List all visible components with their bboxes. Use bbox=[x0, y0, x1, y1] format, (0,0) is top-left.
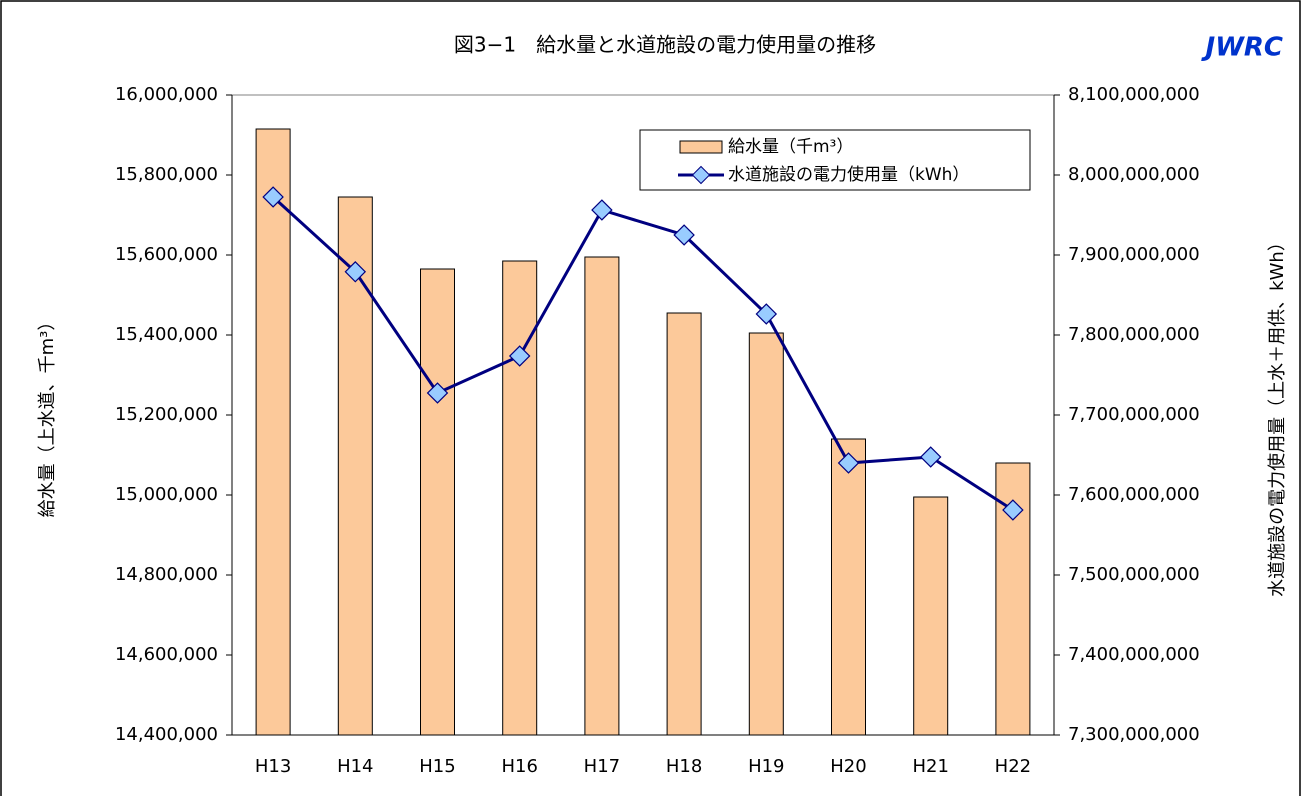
y-tick-label: 16,000,000 bbox=[115, 84, 218, 105]
bar bbox=[255, 128, 291, 736]
y-axis-label: 給水量（上水道、千m³） bbox=[37, 313, 58, 518]
x-tick-label: H20 bbox=[830, 756, 866, 777]
x-tick-label: H15 bbox=[419, 756, 455, 777]
y2-tick-label: 7,700,000,000 bbox=[1068, 404, 1200, 425]
x-tick-label: H13 bbox=[255, 756, 291, 777]
marker bbox=[919, 446, 942, 468]
marker bbox=[1002, 499, 1024, 521]
marker bbox=[837, 452, 860, 474]
bar bbox=[584, 256, 620, 736]
y2-tick-label: 7,500,000,000 bbox=[1068, 564, 1200, 585]
legend-marker bbox=[691, 165, 711, 185]
y2-tick-label: 7,900,000,000 bbox=[1068, 244, 1200, 265]
y-tick-label: 14,600,000 bbox=[115, 644, 218, 665]
x-tick-label: H18 bbox=[666, 756, 702, 777]
bar bbox=[913, 496, 949, 736]
y2-tick-label: 7,800,000,000 bbox=[1068, 324, 1200, 345]
y2-axis-label: 水道施設の電力使用量（上水＋用供、kWh） bbox=[1267, 233, 1288, 597]
x-tick-label: H16 bbox=[501, 756, 537, 777]
bar bbox=[502, 260, 538, 736]
y2-tick-label: 7,400,000,000 bbox=[1068, 644, 1200, 665]
bar bbox=[831, 438, 866, 736]
marker bbox=[344, 261, 367, 283]
y-tick-label: 14,800,000 bbox=[115, 564, 218, 585]
marker bbox=[673, 224, 695, 246]
marker bbox=[262, 186, 284, 208]
y-tick-label: 15,400,000 bbox=[115, 324, 218, 345]
y2-tick-label: 7,300,000,000 bbox=[1068, 724, 1200, 745]
y2-tick-label: 8,100,000,000 bbox=[1068, 84, 1200, 105]
marker bbox=[508, 345, 531, 367]
bar bbox=[420, 268, 455, 736]
x-tick-label: H21 bbox=[912, 756, 948, 777]
y-tick-label: 15,600,000 bbox=[115, 244, 218, 265]
x-tick-label: H14 bbox=[337, 756, 373, 777]
x-tick-label: H19 bbox=[748, 756, 784, 777]
line bbox=[272, 195, 1014, 512]
marker bbox=[591, 199, 613, 221]
y-tick-label: 15,000,000 bbox=[115, 484, 218, 505]
marker bbox=[426, 382, 449, 404]
bar bbox=[666, 312, 702, 736]
y2-tick-label: 8,000,000,000 bbox=[1068, 164, 1200, 185]
y-tick-label: 15,200,000 bbox=[115, 404, 218, 425]
legend-label: 給水量（千m³） bbox=[728, 137, 853, 157]
legend-label: 水道施設の電力使用量（kWh） bbox=[728, 164, 969, 185]
y-tick-label: 14,400,000 bbox=[115, 724, 218, 745]
y-tick-label: 15,800,000 bbox=[115, 164, 218, 185]
x-tick-label: H22 bbox=[995, 756, 1031, 777]
bar bbox=[748, 332, 784, 736]
y2-tick-label: 7,600,000,000 bbox=[1068, 484, 1200, 505]
legend-swatch bbox=[679, 140, 723, 154]
marker bbox=[755, 303, 778, 325]
x-tick-label: H17 bbox=[584, 756, 620, 777]
chart-title: 図3−1 給水量と水道施設の電力使用量の推移 bbox=[454, 33, 876, 57]
logo: JWRC bbox=[1201, 33, 1283, 63]
